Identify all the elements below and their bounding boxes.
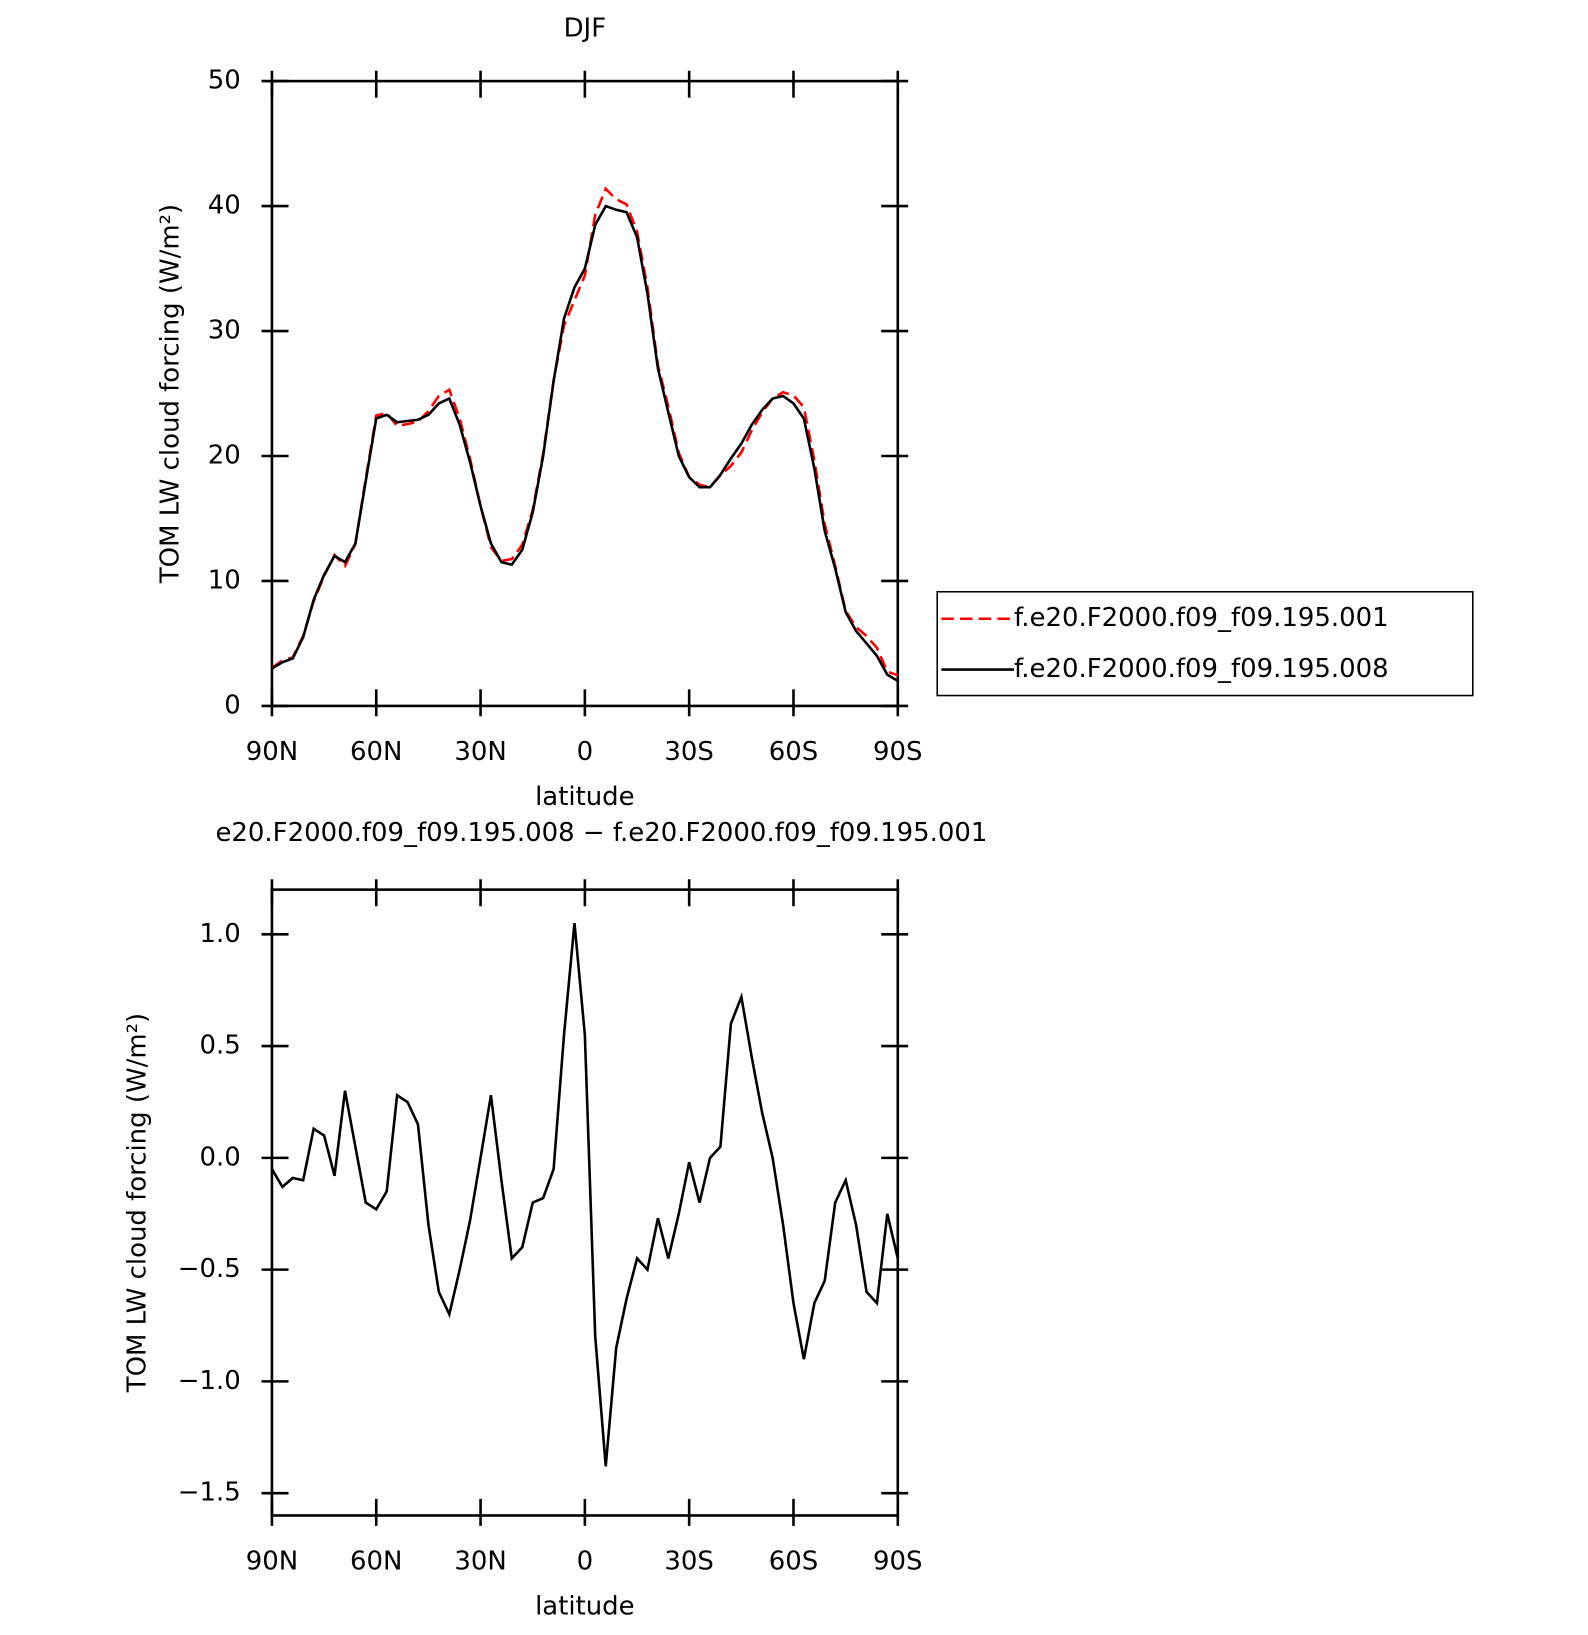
y-tick-label: 0 bbox=[224, 690, 241, 720]
x-tick-label: 60N bbox=[350, 1547, 402, 1577]
x-tick-label: 60S bbox=[769, 737, 818, 767]
legend-box bbox=[936, 590, 1474, 697]
y-tick-label: 1.0 bbox=[200, 919, 241, 949]
x-tick-label: 60N bbox=[350, 737, 402, 767]
x-tick-label: 60S bbox=[769, 1547, 818, 1577]
chart-title: DJF bbox=[564, 14, 607, 44]
x-tick-label: 30N bbox=[454, 1547, 506, 1577]
y-tick-label: 20 bbox=[208, 440, 241, 470]
y-tick-label: 40 bbox=[208, 191, 241, 221]
legend-label: f.e20.F2000.f09_f09.195.008 bbox=[1014, 654, 1389, 684]
x-tick-label: 90N bbox=[246, 1547, 298, 1577]
y-tick-label: 10 bbox=[208, 565, 241, 595]
x-axis-label: latitude bbox=[535, 782, 635, 812]
x-tick-label: 30S bbox=[664, 737, 713, 767]
x-tick-label: 90S bbox=[873, 1547, 922, 1577]
x-tick-label: 90N bbox=[246, 737, 298, 767]
y-axis-label: TOM LW cloud forcing (W/m²) bbox=[123, 1013, 153, 1393]
y-tick-label: 0.5 bbox=[200, 1031, 241, 1061]
x-tick-label: 0 bbox=[577, 737, 594, 767]
data-line bbox=[271, 186, 899, 677]
y-axis-label: TOM LW cloud forcing (W/m²) bbox=[156, 204, 186, 584]
x-tick-label: 30N bbox=[454, 737, 506, 767]
y-tick-label: 0.0 bbox=[200, 1142, 241, 1172]
data-line bbox=[271, 204, 899, 683]
y-tick-label: −1.0 bbox=[178, 1366, 241, 1396]
x-tick-label: 30S bbox=[664, 1547, 713, 1577]
y-tick-label: −0.5 bbox=[178, 1254, 241, 1284]
data-line bbox=[270, 923, 900, 1467]
y-tick-label: −1.5 bbox=[178, 1478, 241, 1508]
x-tick-label: 90S bbox=[873, 737, 922, 767]
x-tick-label: 0 bbox=[577, 1547, 594, 1577]
chart-title: e20.F2000.f09_f09.195.008 − f.e20.F2000.… bbox=[215, 818, 987, 848]
y-tick-label: 30 bbox=[208, 316, 241, 346]
legend-label: f.e20.F2000.f09_f09.195.001 bbox=[1014, 603, 1389, 633]
plot-frame bbox=[270, 79, 900, 708]
x-axis-label: latitude bbox=[535, 1591, 635, 1621]
y-tick-label: 50 bbox=[208, 66, 241, 96]
